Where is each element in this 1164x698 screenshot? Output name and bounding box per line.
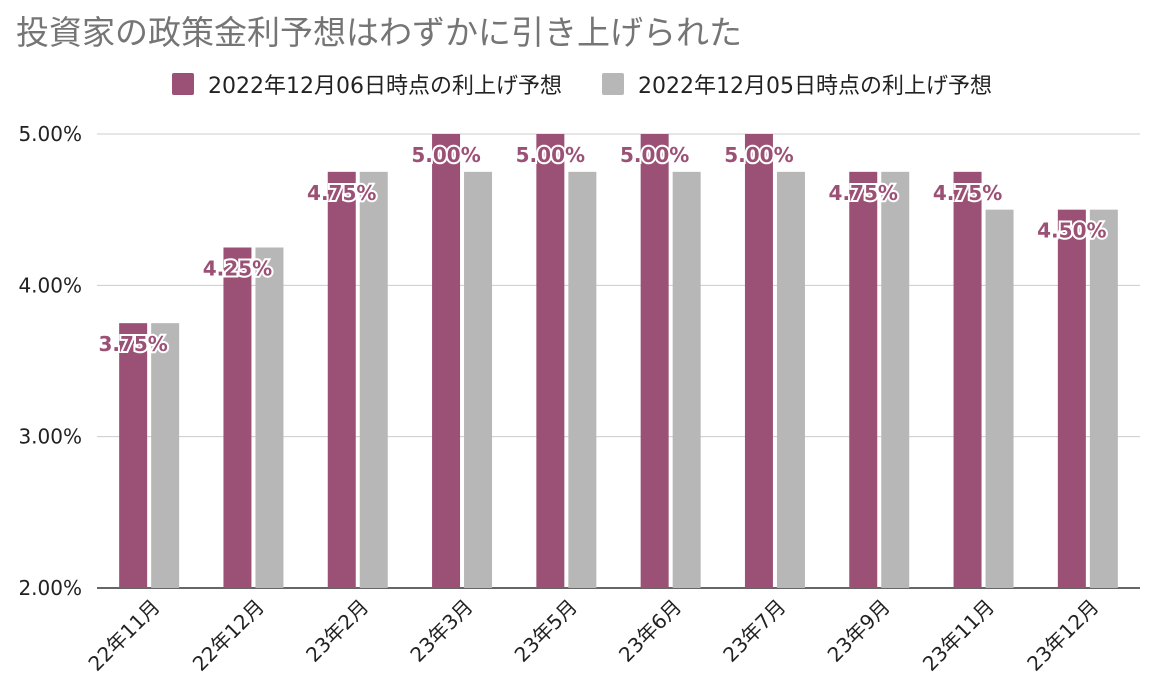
x-tick-label: 23年11月	[918, 595, 999, 676]
bar-data-label: 4.75%	[829, 181, 898, 205]
bar-series-2	[255, 247, 284, 588]
y-tick-label: 3.00%	[18, 425, 82, 449]
bar-series-2	[776, 171, 805, 589]
bar-series-1	[536, 134, 565, 588]
bar-data-label: 5.00%	[724, 143, 793, 167]
x-tick-label: 23年7月	[718, 595, 790, 667]
legend-swatch-series-1	[172, 73, 195, 95]
y-tick-label: 2.00%	[18, 576, 82, 600]
x-tick-label: 22年11月	[83, 595, 164, 676]
x-tick-label: 23年2月	[301, 595, 373, 667]
bar-data-label: 4.75%	[307, 181, 376, 205]
bar-series-1	[119, 323, 148, 588]
bar-series-1	[1057, 209, 1086, 588]
bar-data-label: 4.75%	[933, 181, 1002, 205]
bar-series-1	[327, 171, 356, 589]
bar-data-label: 5.00%	[620, 143, 689, 167]
legend-item-series-2: 2022年12月05日時点の利上げ予想	[602, 66, 992, 102]
bar-series-2	[359, 171, 388, 589]
bar-series-2	[151, 323, 180, 588]
bar-series-1	[432, 134, 461, 588]
bar-data-label: 3.75%	[98, 332, 167, 356]
bar-series-1	[640, 134, 669, 588]
legend: 2022年12月06日時点の利上げ予想 2022年12月05日時点の利上げ予想	[0, 66, 1164, 102]
y-tick-label: 5.00%	[18, 122, 82, 146]
bar-series-2	[464, 171, 493, 589]
bar-series-2	[568, 171, 597, 589]
bar-series-1	[849, 171, 878, 589]
bar-series-2	[672, 171, 701, 589]
bar-series-2	[1089, 209, 1118, 588]
bar-data-label: 5.00%	[516, 143, 585, 167]
bar-data-label: 4.25%	[203, 257, 272, 281]
x-tick-label: 23年6月	[614, 595, 686, 667]
bar-data-label: 5.00%	[411, 143, 480, 167]
chart-title: 投資家の政策金利予想はわずかに引き上げられた	[16, 13, 742, 52]
x-tick-label: 22年12月	[188, 595, 269, 676]
bar-series-1	[953, 171, 982, 589]
y-tick-label: 4.00%	[18, 273, 82, 297]
x-tick-label: 23年9月	[823, 595, 895, 667]
legend-swatch-series-2	[602, 73, 624, 95]
bar-series-1	[223, 247, 252, 588]
x-tick-label: 23年12月	[1022, 595, 1103, 676]
bar-data-label: 4.50%	[1037, 219, 1106, 243]
legend-label-series-1: 2022年12月06日時点の利上げ予想	[208, 74, 562, 99]
bar-series-2	[985, 209, 1014, 588]
bar-series-2	[881, 171, 910, 589]
legend-label-series-2: 2022年12月05日時点の利上げ予想	[638, 74, 992, 99]
bar-series-1	[744, 134, 773, 588]
legend-item-series-1: 2022年12月06日時点の利上げ予想	[172, 66, 562, 102]
x-tick-label: 23年5月	[510, 595, 582, 667]
x-tick-label: 23年3月	[405, 595, 477, 667]
